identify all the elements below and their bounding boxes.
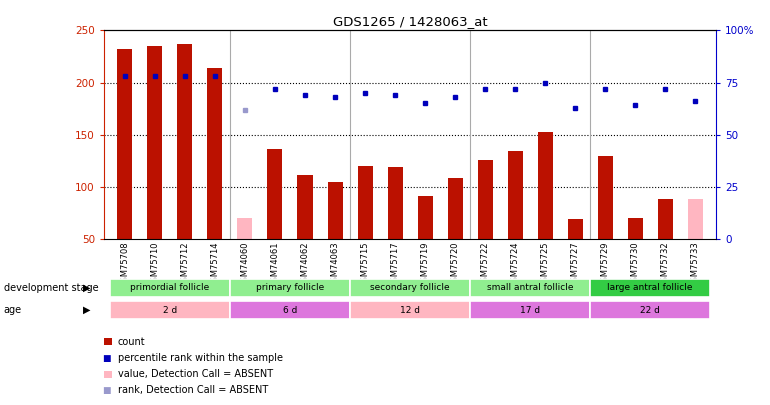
Text: percentile rank within the sample: percentile rank within the sample — [118, 353, 283, 363]
Text: age: age — [4, 305, 22, 315]
Bar — [590, 301, 710, 319]
Bar — [590, 279, 710, 297]
Text: rank, Detection Call = ABSENT: rank, Detection Call = ABSENT — [118, 386, 268, 395]
Text: primary follicle: primary follicle — [256, 284, 324, 292]
Bar — [628, 218, 643, 239]
Bar — [118, 49, 132, 239]
Bar — [230, 301, 350, 319]
Bar — [207, 68, 223, 239]
Bar — [537, 132, 553, 239]
Bar — [237, 218, 253, 239]
Text: small antral follicle: small antral follicle — [487, 284, 574, 292]
Text: 22 d: 22 d — [640, 306, 660, 315]
Bar — [267, 149, 283, 239]
Text: primordial follicle: primordial follicle — [130, 284, 209, 292]
Bar — [350, 301, 470, 319]
Title: GDS1265 / 1428063_at: GDS1265 / 1428063_at — [333, 15, 487, 28]
Text: count: count — [118, 337, 146, 347]
Bar — [148, 46, 162, 239]
Bar — [327, 181, 343, 239]
Text: ▶: ▶ — [83, 305, 91, 315]
Text: ▶: ▶ — [83, 283, 91, 293]
Bar — [447, 179, 463, 239]
Bar — [387, 167, 403, 239]
Bar — [688, 199, 702, 239]
Bar — [110, 301, 230, 319]
Text: ■: ■ — [102, 354, 111, 362]
Text: 6 d: 6 d — [283, 306, 297, 315]
Bar — [110, 279, 230, 297]
Bar — [470, 279, 590, 297]
Bar — [658, 199, 672, 239]
Bar — [598, 156, 613, 239]
Text: large antral follicle: large antral follicle — [608, 284, 693, 292]
Text: development stage: development stage — [4, 283, 99, 293]
Bar — [177, 44, 192, 239]
Bar — [417, 196, 433, 239]
Bar — [297, 175, 313, 239]
Text: 2 d: 2 d — [162, 306, 177, 315]
Text: 12 d: 12 d — [400, 306, 420, 315]
Text: value, Detection Call = ABSENT: value, Detection Call = ABSENT — [118, 369, 273, 379]
Bar — [507, 151, 523, 239]
Text: 17 d: 17 d — [520, 306, 540, 315]
Bar — [350, 279, 470, 297]
Bar — [357, 166, 373, 239]
Bar — [230, 279, 350, 297]
Text: secondary follicle: secondary follicle — [370, 284, 450, 292]
Bar — [477, 160, 493, 239]
Bar — [470, 301, 590, 319]
Text: ■: ■ — [102, 386, 111, 395]
Bar — [567, 219, 583, 239]
